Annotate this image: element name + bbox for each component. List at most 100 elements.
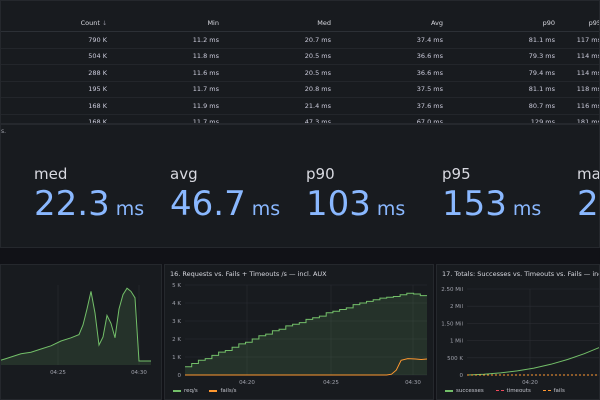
x-tick-label: 04:20 (239, 380, 255, 386)
cell-count: 195 K (1, 81, 113, 98)
stat-unit: ms (512, 198, 542, 220)
chart-panel-left: 04:25 04:30 (0, 264, 162, 400)
cell-med: 47.3 ms (225, 114, 337, 123)
y-tick-label: 5 K (172, 283, 181, 289)
x-tick-label: 04:30 (131, 370, 147, 376)
cell-p95: 114 ms (561, 48, 599, 65)
stat-label: p95 (442, 165, 471, 183)
cell-p90: 80.7 ms (449, 97, 561, 115)
table-row[interactable]: 790 K 11.2 ms 20.7 ms 37.4 ms 81.1 ms 117 ms (1, 31, 599, 49)
cell-count: 168 K (1, 114, 113, 123)
cell-avg: 37.5 ms (337, 81, 449, 98)
cell-min: 11.2 ms (113, 31, 225, 49)
y-tick-label: 2 K (172, 337, 181, 343)
cell-med: 20.5 ms (225, 64, 337, 82)
x-tick-label: 04:30 (405, 380, 421, 386)
stats-panel-title: s. (1, 128, 7, 135)
cell-med: 20.7 ms (225, 31, 337, 49)
legend-item-fails[interactable]: fails (542, 388, 565, 394)
chart-title[interactable]: 17. Totals: Successes vs. Timeouts vs. F… (442, 270, 599, 278)
legend-item-fails[interactable]: fails/s (209, 388, 236, 394)
chart-panel-totals: 17. Totals: Successes vs. Timeouts vs. F… (436, 264, 600, 400)
col-avg[interactable]: Avg (337, 15, 449, 32)
col-p90[interactable]: p90 (449, 15, 561, 32)
y-tick-label: 0 (460, 373, 464, 379)
cell-min: 11.6 ms (113, 64, 225, 82)
stat-value: 103 (306, 184, 371, 224)
cell-count: 288 K (1, 64, 113, 82)
legend-item-successes[interactable]: successes (445, 388, 484, 394)
stat-unit: ms (115, 198, 145, 220)
stat-med: med 22.3 ms (34, 165, 144, 228)
legend-swatch (445, 389, 453, 392)
col-p95[interactable]: p95 (561, 15, 599, 32)
stat-unit: ms (251, 198, 281, 220)
latency-table-panel: Count ↓ Min Med Avg p90 p95 790 K 11.2 ms… (0, 0, 600, 124)
y-tick-label: 500 K (447, 356, 463, 362)
cell-p95: 114 ms (561, 64, 599, 82)
cell-avg: 36.6 ms (337, 64, 449, 82)
chart-legend: successes timeouts fails (445, 388, 575, 394)
series-area (1, 288, 151, 365)
cell-count: 790 K (1, 31, 113, 49)
cell-avg: 67.0 ms (337, 114, 449, 123)
table-row[interactable]: 195 K 11.7 ms 20.8 ms 37.5 ms 81.1 ms 118 ms (1, 81, 599, 98)
chart-panel-requests: 16. Requests vs. Fails + Timeouts /s — i… (164, 264, 434, 400)
y-tick-label: 2 Mil (450, 304, 464, 310)
y-tick-label: 0 (178, 373, 182, 379)
series-line[interactable] (1, 287, 151, 362)
cell-avg: 37.6 ms (337, 97, 449, 115)
cell-p90: 81.1 ms (449, 31, 561, 49)
table-row[interactable]: 288 K 11.6 ms 20.5 ms 36.6 ms 79.4 ms 114 ms (1, 64, 599, 82)
stat-label: max (577, 165, 600, 183)
stat-p95: p95 153 ms (442, 165, 541, 228)
cell-med: 20.5 ms (225, 48, 337, 65)
legend-swatch (173, 389, 181, 392)
cell-min: 11.8 ms (113, 48, 225, 65)
y-tick-label: 2.50 Mil (441, 287, 463, 293)
stat-p90: p90 103 ms (306, 165, 405, 228)
y-tick-label: 3 K (172, 319, 181, 325)
totals-chart-svg[interactable]: 0 500 K 1 Mil 1.50 Mil 2 Mil 2.50 Mil 04:20 (437, 265, 600, 400)
cell-min: 11.9 ms (113, 97, 225, 115)
legend-swatch (542, 390, 551, 391)
cell-med: 21.4 ms (225, 97, 337, 115)
table-row[interactable]: 504 K 11.8 ms 20.5 ms 36.6 ms 79.3 ms 114 ms (1, 48, 599, 65)
series-area (185, 293, 427, 375)
legend-item-timeouts[interactable]: timeouts (495, 388, 531, 394)
table-header-row: Count ↓ Min Med Avg p90 p95 (1, 15, 599, 32)
latency-table: Count ↓ Min Med Avg p90 p95 790 K 11.2 ms… (1, 15, 599, 123)
cell-p95: 181 ms (561, 114, 599, 123)
y-tick-label: 1.50 Mil (441, 321, 463, 327)
legend-item-req[interactable]: req/s (173, 388, 198, 394)
y-tick-label: 1 K (172, 355, 181, 361)
cell-min: 11.7 ms (113, 114, 225, 123)
stat-value: 46.7 (170, 184, 246, 224)
cell-med: 20.8 ms (225, 81, 337, 98)
cell-count: 504 K (1, 48, 113, 65)
series-line[interactable] (185, 358, 428, 376)
col-count[interactable]: Count ↓ (1, 15, 113, 32)
table-row[interactable]: 168 K 11.9 ms 21.4 ms 37.6 ms 80.7 ms 116 ms (1, 97, 599, 115)
x-tick-label: 04:20 (522, 380, 538, 386)
latency-stats-panel: s. med 22.3 ms avg 46.7 ms p90 103 ms p95 1… (0, 124, 600, 248)
cell-p95: 116 ms (561, 97, 599, 115)
col-min[interactable]: Min (113, 15, 225, 32)
table-row[interactable]: 168 K 11.7 ms 47.3 ms 67.0 ms 129 ms 181 ms (1, 114, 599, 123)
sort-arrow-icon: ↓ (101, 20, 107, 27)
stat-label: p90 (306, 165, 335, 183)
stat-unit: ms (376, 198, 406, 220)
stat-value: 22.3 (34, 184, 110, 224)
chart-left-svg[interactable]: 04:25 04:30 (1, 265, 162, 400)
stat-label: med (34, 165, 68, 183)
requests-chart-svg[interactable]: 0 1 K 2 K 3 K 4 K 5 K 04:20 04:25 04:30 (165, 265, 434, 400)
legend-swatch (209, 389, 218, 392)
series-line[interactable] (185, 292, 427, 368)
col-med[interactable]: Med (225, 15, 337, 32)
chart-title[interactable]: 16. Requests vs. Fails + Timeouts /s — i… (170, 270, 327, 278)
stat-avg: avg 46.7 ms (170, 165, 280, 228)
series-line[interactable] (466, 347, 600, 376)
chart-legend: req/s fails/s (173, 388, 246, 394)
stat-max: max 2 (577, 165, 600, 228)
y-tick-label: 4 K (172, 301, 181, 307)
